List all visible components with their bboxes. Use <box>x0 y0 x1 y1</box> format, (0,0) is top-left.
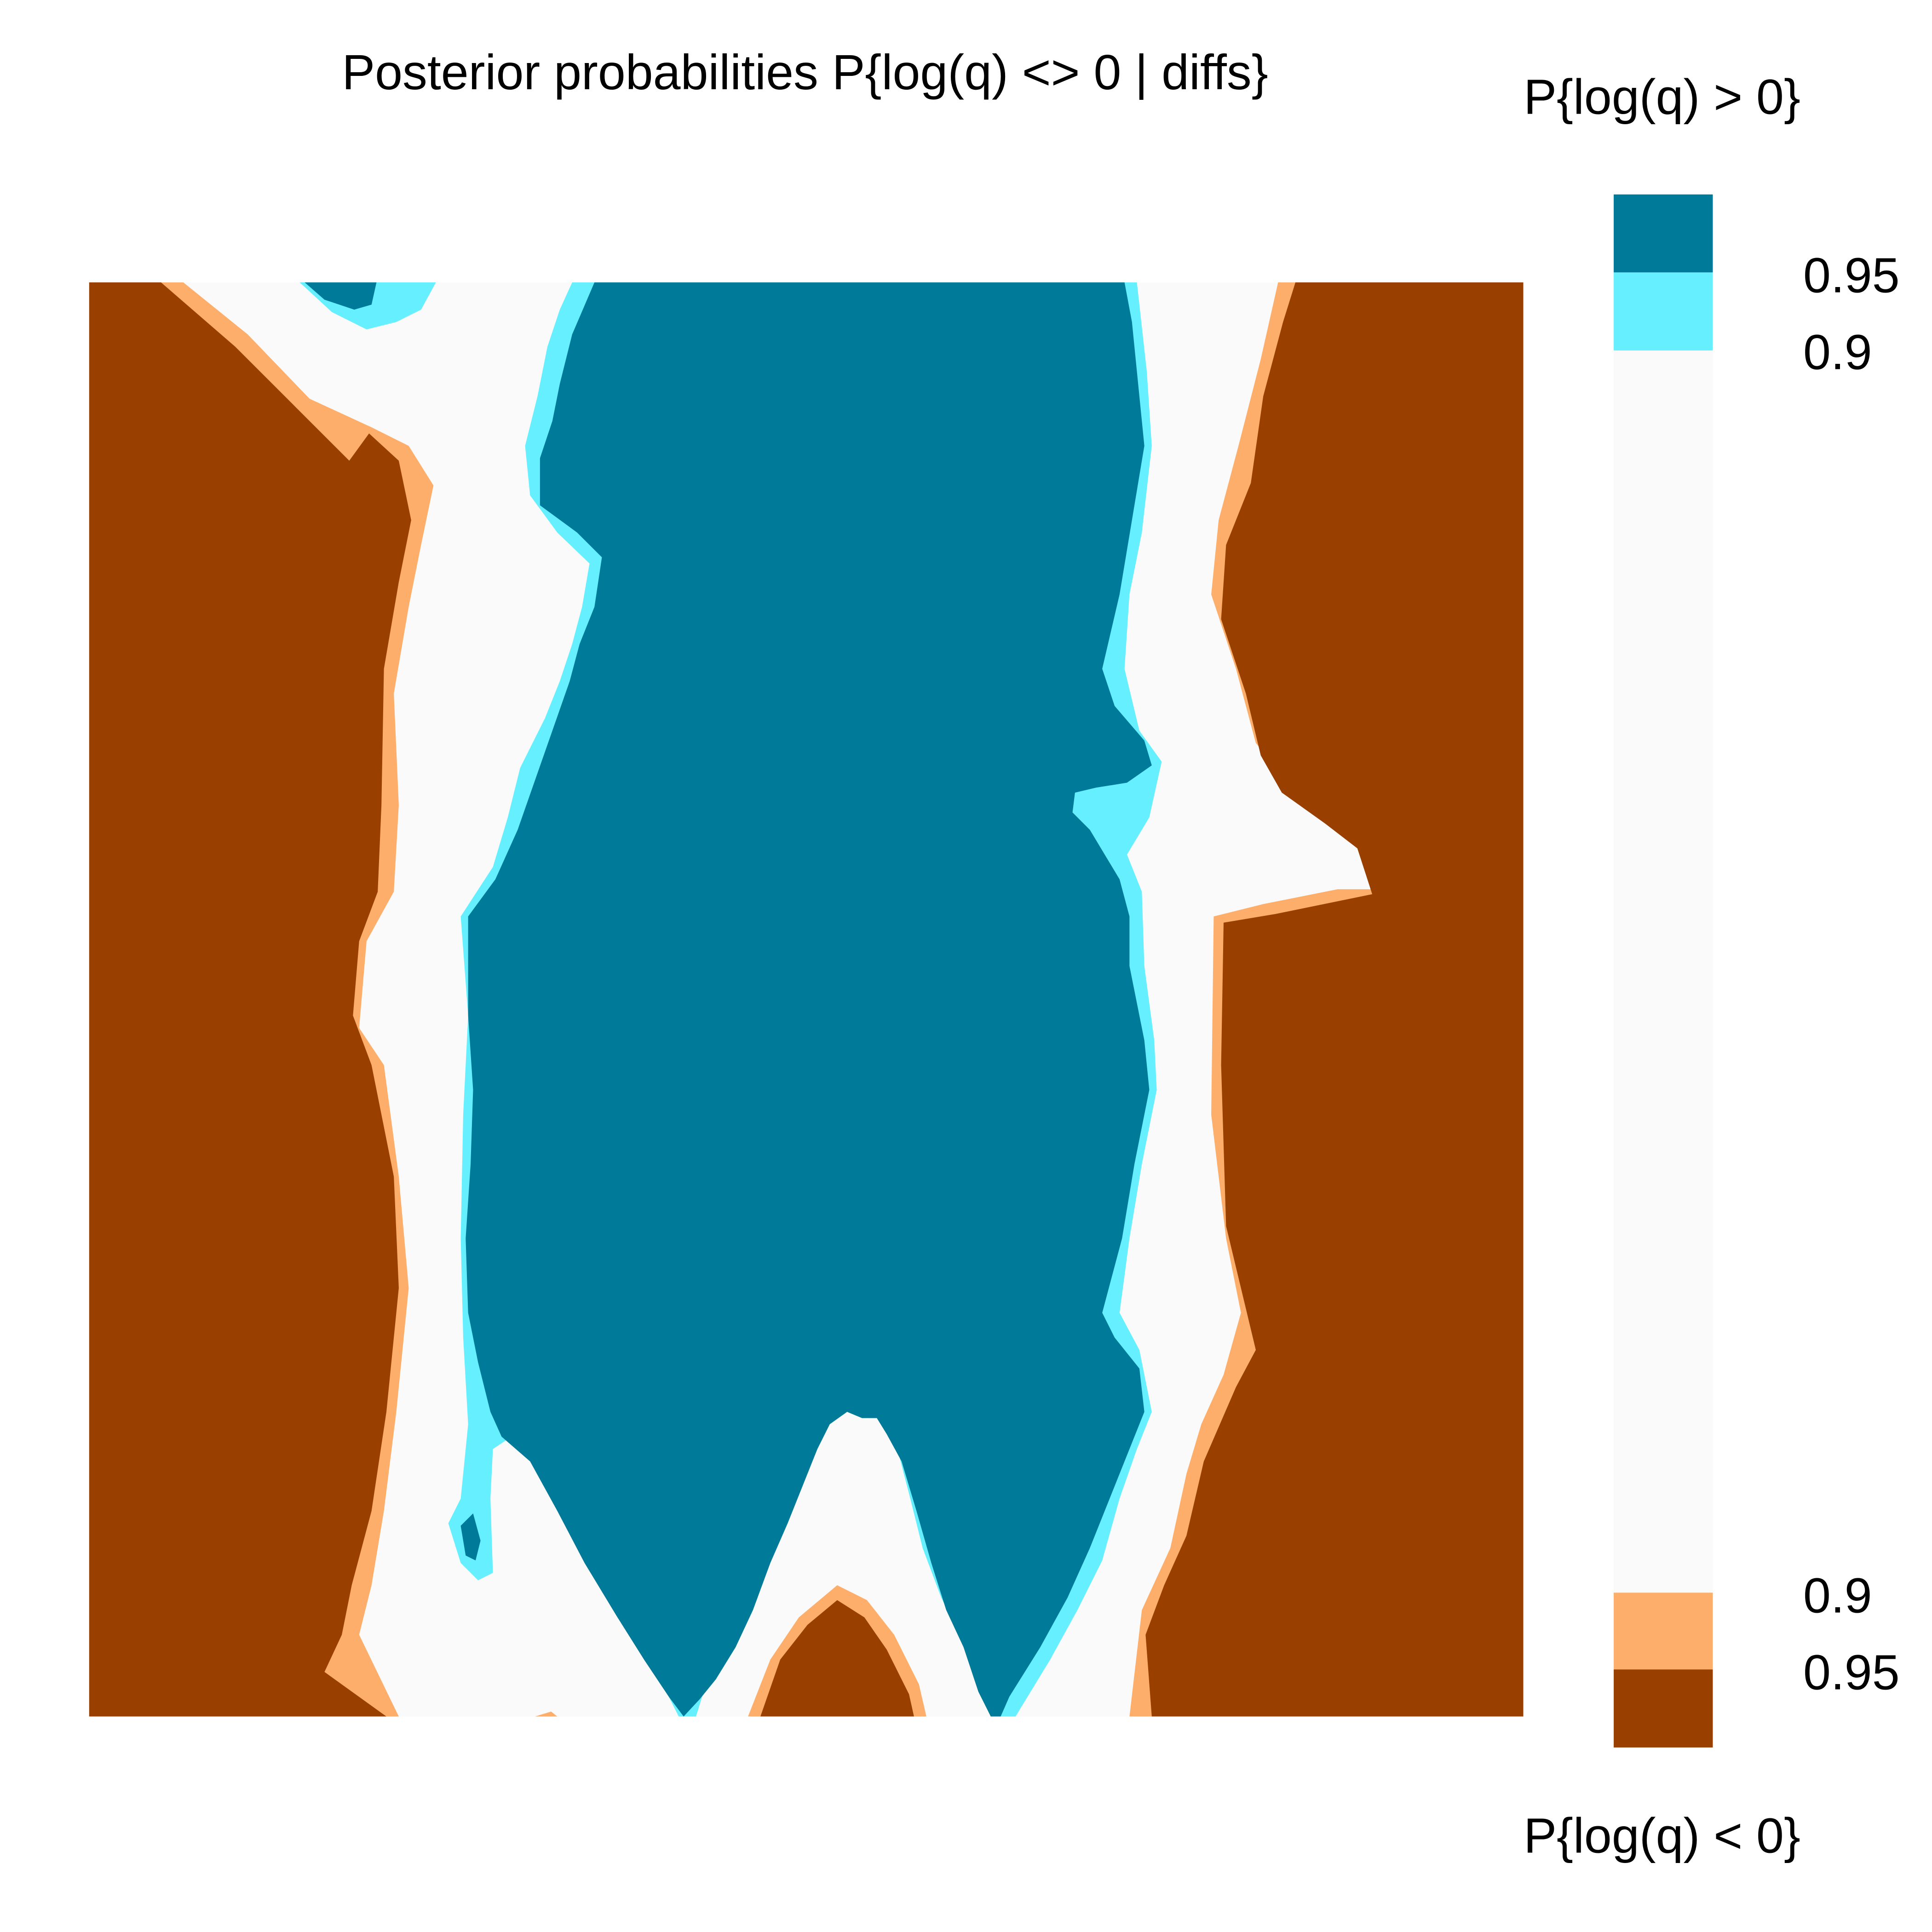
legend-swatch-neg95 <box>1614 1669 1713 1748</box>
legend-label-neg95: 0.95 <box>1803 1644 1900 1700</box>
legend-swatch-pos95 <box>1614 194 1713 273</box>
legend-label-neg90: 0.9 <box>1803 1568 1872 1623</box>
region-neg95-left <box>89 282 411 1717</box>
legend-swatch-pos90 <box>1614 272 1713 351</box>
legend-label-pos95: 0.95 <box>1803 247 1900 303</box>
region-pos95-main <box>466 282 1152 1717</box>
legend-swatch-neg90 <box>1614 1593 1713 1670</box>
region-neg95-bottom-center <box>760 1600 914 1717</box>
region-neg90-bottom-sliver <box>535 1711 558 1717</box>
region-neg95-right <box>1145 282 1524 1717</box>
region-pos95-topleft <box>305 282 377 310</box>
chart-title: Posterior probabilities P{log(q) <> 0 | … <box>342 45 1268 100</box>
legend-title-bottom: P{log(q) < 0} <box>1524 1808 1800 1863</box>
legend-label-pos90: 0.9 <box>1803 324 1872 380</box>
region-pos95-small-island <box>460 1513 481 1561</box>
legend-swatch-neutral <box>1614 350 1713 1593</box>
plot-area <box>89 282 1524 1717</box>
legend: P{log(q) > 0} 0.95 0.9 0.9 0.95 P{log(q)… <box>1524 69 1899 1863</box>
legend-title-top: P{log(q) > 0} <box>1524 69 1800 125</box>
